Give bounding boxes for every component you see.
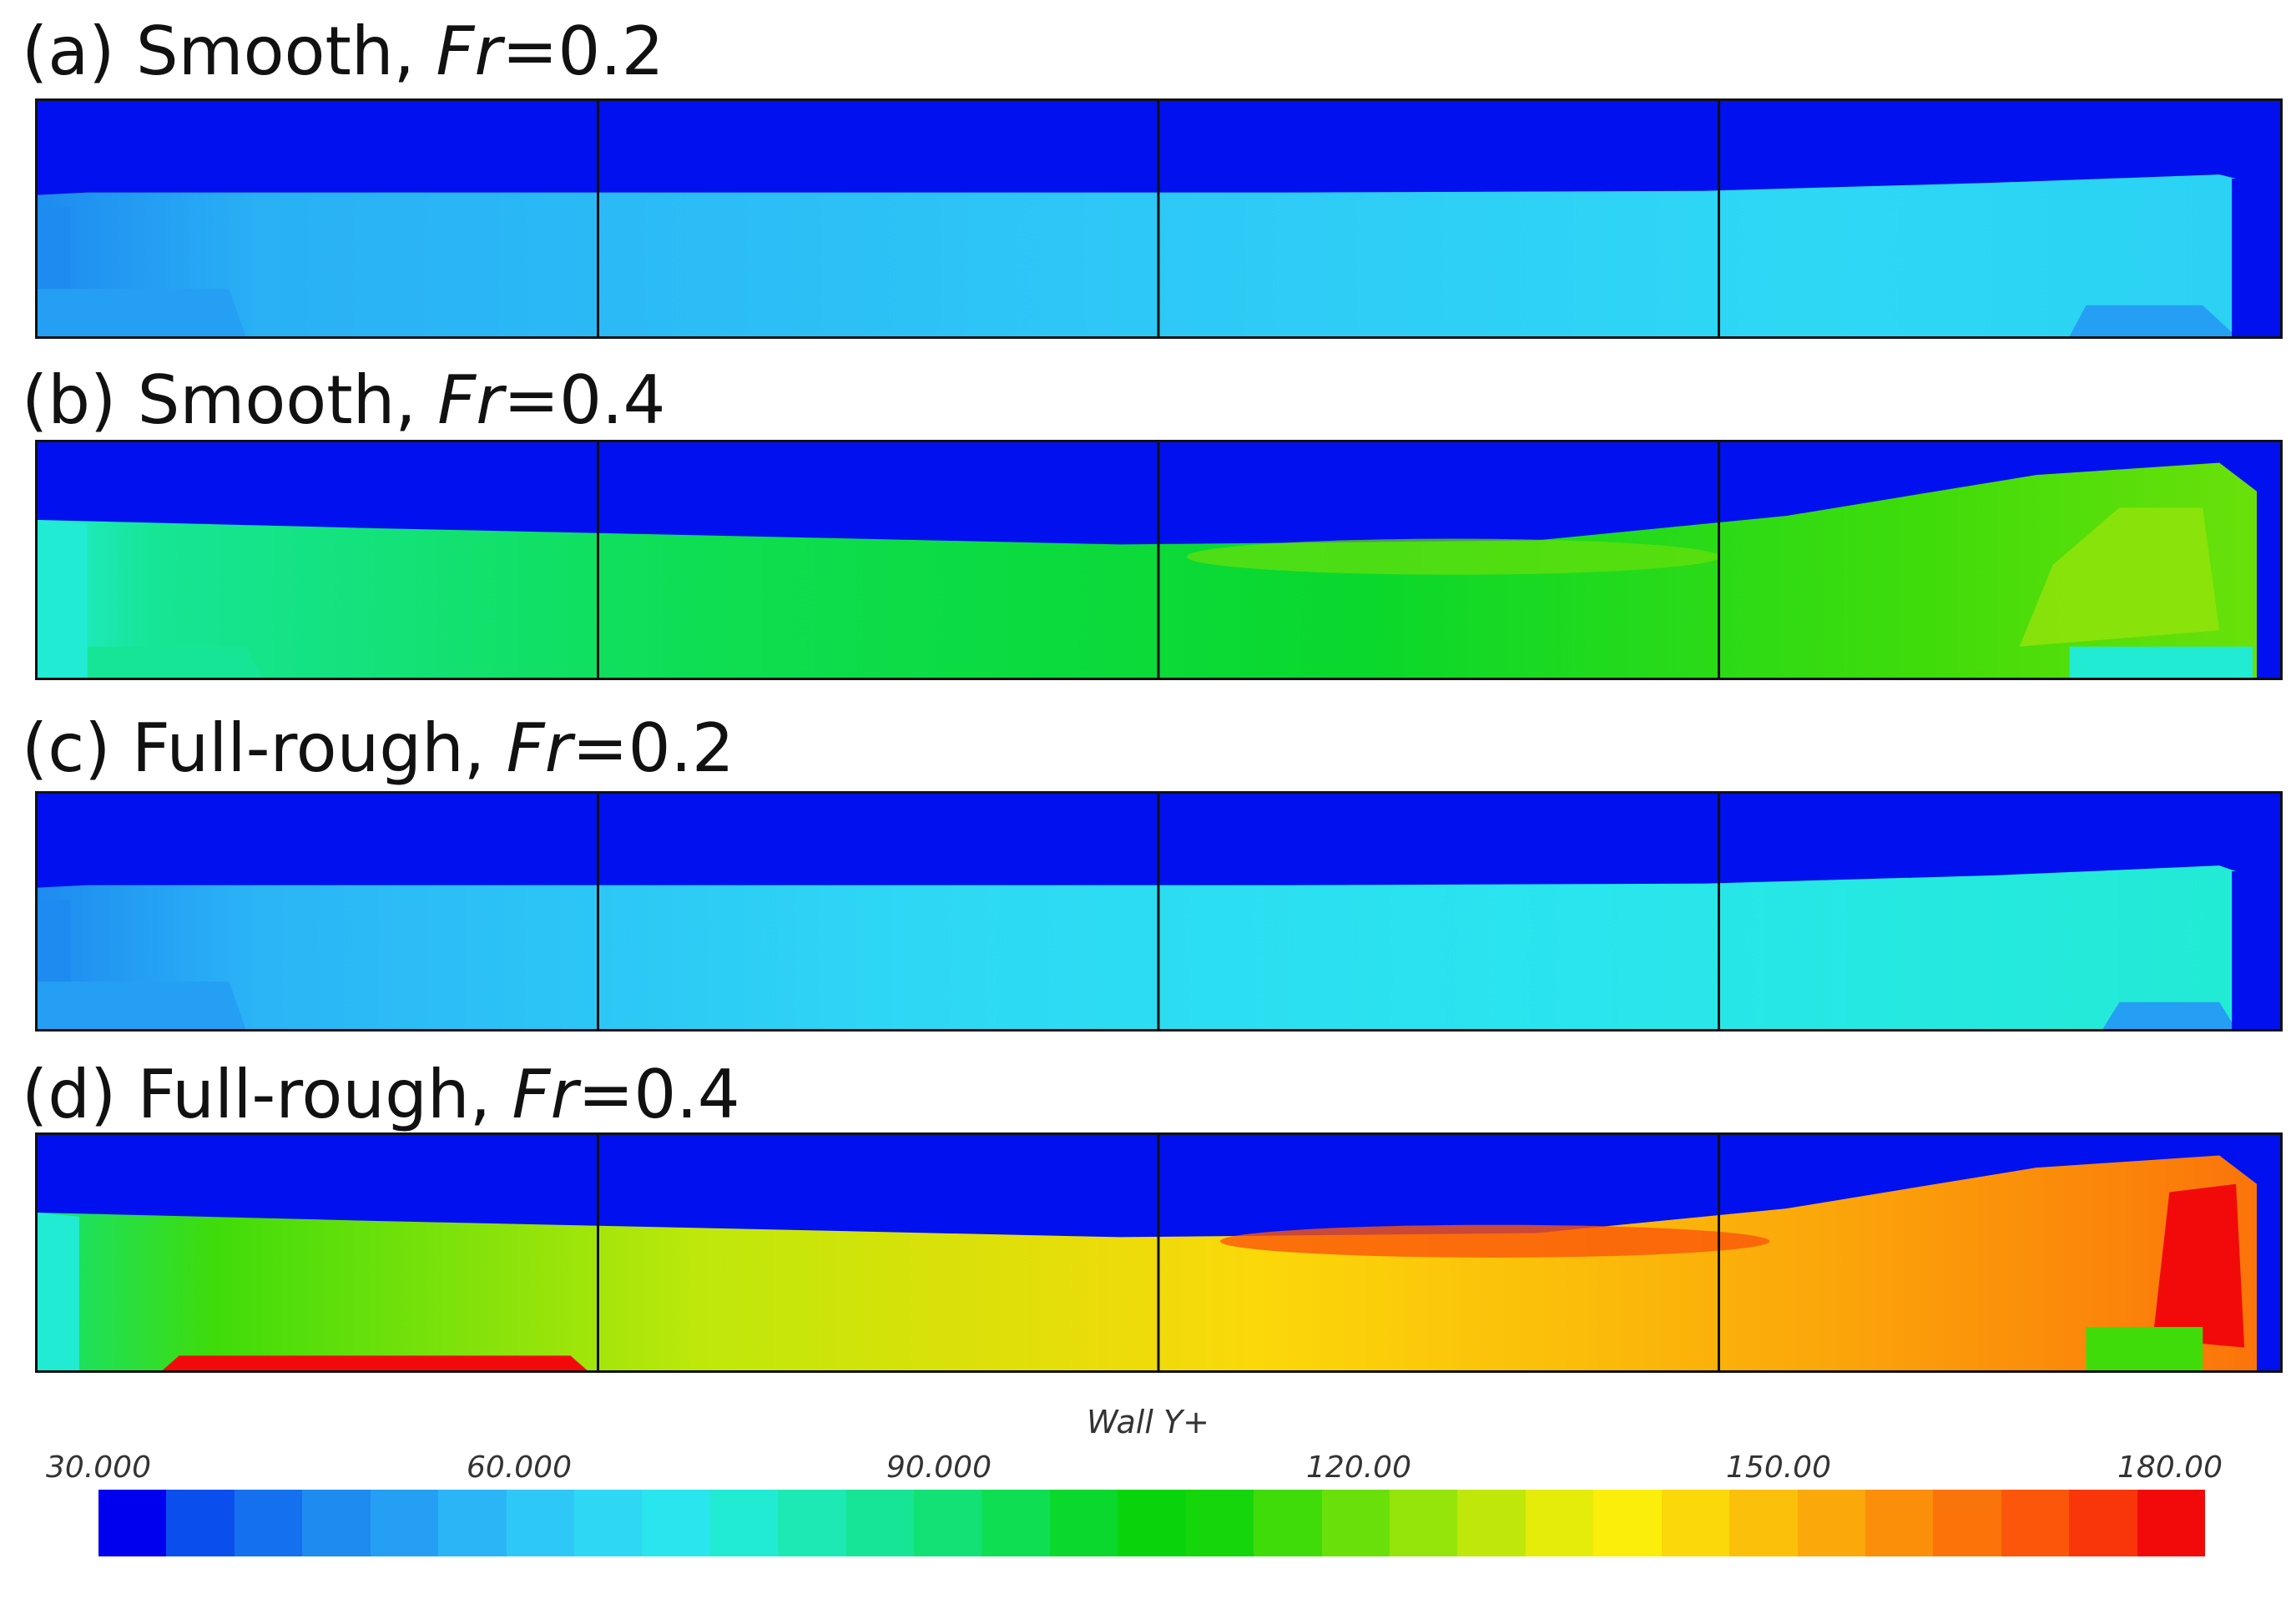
colorbar-swatch [98, 1490, 167, 1556]
colorbar-swatch [642, 1490, 710, 1556]
colorbar-swatch [302, 1490, 371, 1556]
colorbar-swatch [1933, 1490, 2001, 1556]
colorbar-title: Wall Y+ [1086, 1404, 1210, 1440]
colorbar-swatch [1321, 1490, 1390, 1556]
contour-panel-b [35, 440, 2283, 680]
panel-b-title: (b) Smooth, Fr=0.4 [22, 361, 666, 439]
contour-panel-c [35, 791, 2283, 1032]
colorbar-swatch [1457, 1490, 1526, 1556]
colorbar-tick-label: 180.00 [2117, 1450, 2223, 1485]
colorbar-tick-label: 60.000 [467, 1450, 572, 1485]
colorbar-swatch [1593, 1490, 1662, 1556]
colorbar-tick-label: 30.000 [46, 1450, 151, 1485]
colorbar-swatch [1185, 1490, 1254, 1556]
colorbar [98, 1490, 2206, 1556]
colorbar-tick-label: 150.00 [1726, 1450, 1831, 1485]
colorbar-swatch [1661, 1490, 1730, 1556]
colorbar-swatch [1865, 1490, 1934, 1556]
colorbar-swatch [2137, 1490, 2206, 1556]
colorbar-swatch [438, 1490, 507, 1556]
colorbar-swatch [914, 1490, 982, 1556]
colorbar-tick-label: 120.00 [1306, 1450, 1411, 1485]
colorbar-swatch [1729, 1490, 1798, 1556]
colorbar-swatch [370, 1490, 439, 1556]
colorbar-swatch [1525, 1490, 1594, 1556]
contour-panel-a [35, 98, 2283, 339]
colorbar-swatch [981, 1490, 1050, 1556]
colorbar-swatch [1118, 1490, 1186, 1556]
colorbar-swatch [1390, 1490, 1458, 1556]
colorbar-swatch [778, 1490, 846, 1556]
panel-d-title: (d) Full-rough, Fr=0.4 [22, 1056, 740, 1133]
colorbar-tick-label: 90.000 [886, 1450, 992, 1485]
colorbar-swatch [845, 1490, 915, 1556]
panel-a-title: (a) Smooth, Fr=0.2 [22, 13, 664, 90]
colorbar-swatch [2001, 1490, 2070, 1556]
colorbar-swatch [506, 1490, 574, 1556]
colorbar-swatch [234, 1490, 303, 1556]
contour-panel-d [35, 1132, 2283, 1373]
colorbar-swatch [1254, 1490, 1322, 1556]
panel-c-title: (c) Full-rough, Fr=0.2 [22, 709, 734, 787]
colorbar-swatch [166, 1490, 235, 1556]
colorbar-swatch [1049, 1490, 1118, 1556]
colorbar-swatch [2069, 1490, 2137, 1556]
colorbar-swatch [709, 1490, 779, 1556]
colorbar-swatch [573, 1490, 643, 1556]
colorbar-swatch [1797, 1490, 1865, 1556]
